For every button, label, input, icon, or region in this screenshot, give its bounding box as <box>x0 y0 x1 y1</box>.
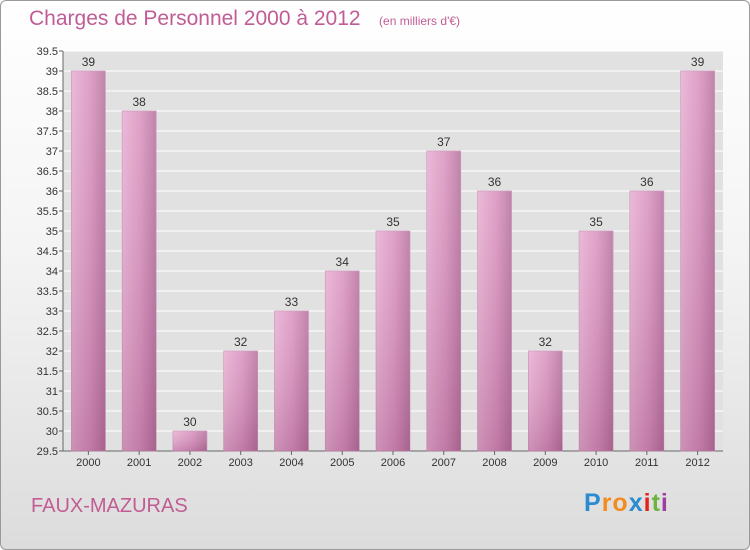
y-tick-label: 35 <box>46 226 58 238</box>
chart-title: Charges de Personnel 2000 à 2012 <box>29 7 361 30</box>
x-tick-label: 2002 <box>178 457 202 469</box>
data-label: 33 <box>285 295 299 309</box>
bar-shade <box>680 71 715 451</box>
logo-letter: t <box>651 489 661 517</box>
bar-shade <box>71 71 106 451</box>
x-tick-label: 2012 <box>685 457 709 469</box>
logo-letter: x <box>628 489 644 517</box>
y-tick-label: 34 <box>46 266 58 278</box>
data-label: 39 <box>82 55 96 69</box>
y-tick-label: 36 <box>46 186 58 198</box>
y-tick-label: 33 <box>46 306 58 318</box>
x-tick-label: 2007 <box>432 457 456 469</box>
y-tick-label: 38 <box>46 106 58 118</box>
y-tick-label: 33.5 <box>37 286 58 298</box>
data-label: 39 <box>691 55 705 69</box>
y-tick-label: 37.5 <box>37 126 58 138</box>
logo-letter: i <box>643 489 652 517</box>
x-tick-label: 2009 <box>533 457 557 469</box>
data-label: 35 <box>386 215 400 229</box>
logo-letter: o <box>612 489 629 517</box>
bar-shade <box>172 431 207 451</box>
y-tick-label: 32 <box>46 346 58 358</box>
bar-shade <box>426 151 461 451</box>
data-label: 30 <box>183 415 197 429</box>
bar-shade <box>629 191 664 451</box>
data-label: 38 <box>132 95 146 109</box>
data-label: 37 <box>437 135 451 149</box>
bar-shade <box>223 351 258 451</box>
x-tick-label: 2011 <box>635 457 659 469</box>
x-tick-label: 2008 <box>482 457 506 469</box>
y-tick-label: 31.5 <box>37 366 58 378</box>
bar-shade <box>325 271 360 451</box>
x-tick-label: 2004 <box>279 457 303 469</box>
bar-shade <box>274 311 309 451</box>
x-tick-label: 2003 <box>228 457 252 469</box>
y-tick-label: 30 <box>46 426 58 438</box>
data-label: 34 <box>336 255 350 269</box>
y-tick-label: 31 <box>46 386 58 398</box>
bar-shade <box>477 191 512 451</box>
x-tick-label: 2010 <box>584 457 608 469</box>
data-label: 35 <box>589 215 603 229</box>
x-tick-label: 2001 <box>127 457 151 469</box>
logo-letter: i <box>660 489 669 517</box>
y-tick-label: 38.5 <box>37 86 58 98</box>
bar-shade <box>579 231 614 451</box>
x-tick-label: 2005 <box>330 457 354 469</box>
x-tick-label: 2000 <box>76 457 100 469</box>
data-label: 32 <box>539 335 553 349</box>
y-tick-label: 37 <box>46 146 58 158</box>
y-tick-label: 35.5 <box>37 206 58 218</box>
commune-name: FAUX-MAZURAS <box>31 495 188 517</box>
bar-shade <box>122 111 157 451</box>
proxiti-logo: Proxiti <box>584 489 669 518</box>
y-tick-label: 39 <box>46 66 58 78</box>
y-tick-label: 30.5 <box>37 406 58 418</box>
logo-letter: P <box>584 489 602 517</box>
data-label: 36 <box>640 175 654 189</box>
logo-letter: r <box>601 489 613 517</box>
title-block: Charges de Personnel 2000 à 2012 (en mil… <box>29 7 460 31</box>
y-tick-label: 32.5 <box>37 326 58 338</box>
data-label: 32 <box>234 335 248 349</box>
y-tick-label: 39.5 <box>37 46 58 58</box>
y-tick-label: 36.5 <box>37 166 58 178</box>
bar-shade <box>376 231 410 451</box>
y-tick-label: 34.5 <box>37 246 58 258</box>
data-label: 36 <box>488 175 502 189</box>
x-tick-label: 2006 <box>381 457 405 469</box>
bar-shade <box>528 351 563 451</box>
y-tick-label: 29.5 <box>37 446 58 458</box>
chart-subtitle: (en milliers d'€) <box>379 14 461 28</box>
